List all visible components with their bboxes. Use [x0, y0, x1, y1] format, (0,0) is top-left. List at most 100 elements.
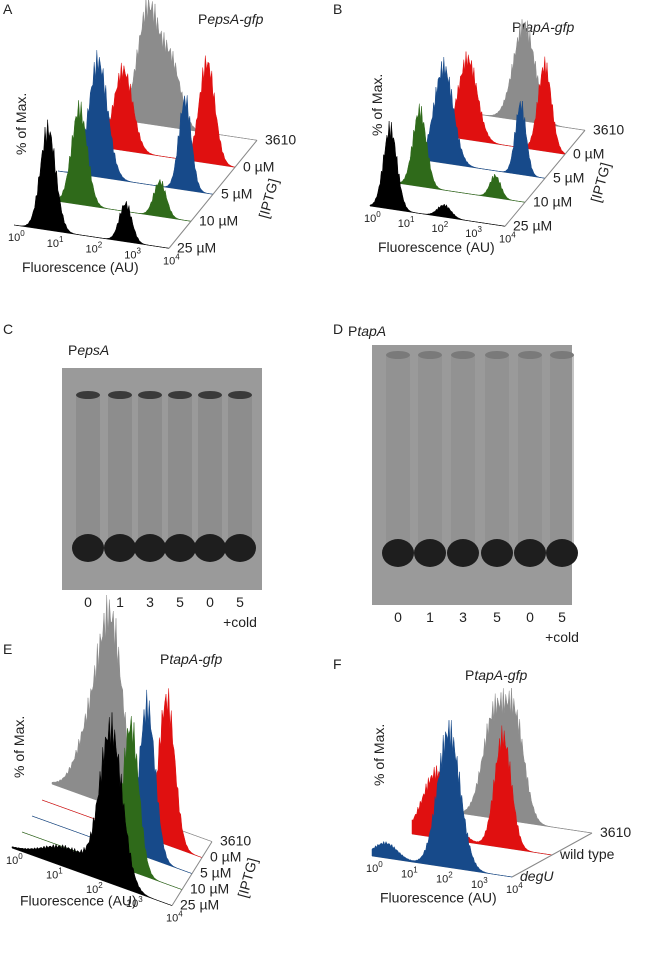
panel-letter: C — [3, 321, 13, 337]
top-band — [138, 391, 162, 399]
smear — [108, 395, 132, 548]
depth-axis — [511, 832, 593, 878]
tick-exp: 4 — [178, 910, 183, 919]
histogram — [451, 688, 593, 834]
x-tick-label: 104 — [166, 910, 183, 925]
panel-title: PtapA-gfp — [160, 651, 222, 667]
smear — [418, 355, 442, 553]
top-band — [228, 391, 252, 399]
x-tick-label: 100 — [364, 210, 381, 225]
lane-label: 5 — [236, 594, 244, 610]
lane-label: 0 — [206, 594, 214, 610]
x-axis-label: Fluorescence (AU) — [20, 892, 137, 908]
title-prefix: P — [198, 11, 207, 27]
bottom-band — [514, 539, 546, 567]
depth-label: degU — [520, 868, 554, 884]
depth-axis — [504, 129, 586, 227]
x-tick-label: 102 — [86, 241, 103, 256]
lane-note: +cold — [545, 629, 579, 645]
histogram — [13, 119, 170, 249]
tick-exp: 2 — [444, 220, 449, 229]
tick-exp: 2 — [98, 241, 103, 250]
smear — [76, 395, 100, 548]
tick-base: 10 — [124, 249, 136, 261]
top-band — [550, 351, 574, 359]
x-tick-label: 103 — [465, 225, 482, 240]
lane-label: 5 — [176, 594, 184, 610]
x-tick-label: 102 — [86, 881, 103, 896]
tick-exp: 1 — [59, 235, 64, 244]
depth-axis — [168, 139, 258, 249]
tick-base: 10 — [166, 913, 178, 925]
tick-base: 10 — [436, 874, 448, 886]
y-axis-label: % of Max. — [13, 93, 29, 155]
top-band — [108, 391, 132, 399]
x-tick-label: 101 — [398, 215, 415, 230]
x-tick-label: 101 — [401, 865, 418, 880]
depth-label: 10 µM — [199, 212, 238, 228]
bottom-band — [104, 534, 136, 562]
top-band — [518, 351, 542, 359]
tick-exp: 0 — [378, 860, 383, 869]
tick-base: 10 — [499, 233, 511, 245]
histogram — [389, 103, 526, 203]
tick-base: 10 — [465, 228, 477, 240]
tick-base: 10 — [86, 244, 98, 256]
tick-exp: 4 — [511, 230, 516, 239]
title-prefix: P — [512, 19, 521, 35]
panel-title: PtapA — [348, 323, 386, 339]
lane-label: 3 — [146, 594, 154, 610]
tick-exp: 4 — [175, 252, 180, 261]
title-italic: epsA-gfp — [207, 11, 263, 27]
histogram — [369, 121, 506, 227]
tick-base: 10 — [126, 898, 138, 910]
lane-label: 1 — [116, 594, 124, 610]
y-axis-label: % of Max. — [369, 74, 385, 136]
depth-label: wild type — [559, 846, 615, 862]
panel-title: PepsA — [68, 342, 109, 358]
x-axis-label: Fluorescence (AU) — [378, 239, 495, 255]
bottom-band — [72, 534, 104, 562]
histogram — [409, 56, 546, 179]
depth-label: 3610 — [593, 121, 624, 137]
tick-exp: 3 — [478, 225, 483, 234]
x-tick-label: 101 — [46, 866, 63, 881]
depth-label: 3610 — [265, 131, 296, 147]
depth-label: 5 µM — [221, 185, 252, 201]
title-prefix: P — [68, 342, 77, 358]
bottom-band — [546, 539, 578, 567]
smear — [198, 395, 222, 548]
x-tick-label: 102 — [432, 220, 449, 235]
top-band — [168, 391, 192, 399]
x-tick-label: 104 — [163, 252, 180, 267]
lane-note: +cold — [223, 614, 257, 630]
panel-title: PtapA-gfp — [512, 19, 574, 35]
lane-label: 0 — [84, 594, 92, 610]
tick-exp: 2 — [98, 881, 103, 890]
panel-letter: A — [3, 1, 13, 17]
smear — [138, 395, 162, 548]
tick-exp: 4 — [518, 881, 523, 890]
x-tick-label: 100 — [366, 860, 383, 875]
tick-base: 10 — [364, 213, 376, 225]
tick-exp: 3 — [483, 876, 488, 885]
depth-label: 25 µM — [177, 239, 216, 255]
depth-title: [IPTG] — [255, 177, 281, 220]
tick-exp: 1 — [58, 866, 63, 875]
x-tick-label: 103 — [126, 895, 143, 910]
depth-label: 25 µM — [513, 217, 552, 233]
tick-base: 10 — [47, 238, 59, 250]
title-prefix: P — [348, 323, 357, 339]
top-band — [451, 351, 475, 359]
depth-label: 10 µM — [190, 881, 229, 897]
tick-exp: 1 — [410, 215, 415, 224]
tick-exp: 1 — [413, 865, 418, 874]
lane-label: 3 — [459, 609, 467, 625]
title-italic: tapA-gfp — [474, 667, 527, 683]
lane-label: 0 — [394, 609, 402, 625]
top-band — [485, 351, 509, 359]
depth-label: 5 µM — [200, 865, 231, 881]
smear — [550, 355, 574, 553]
tick-base: 10 — [8, 232, 20, 244]
bottom-band — [414, 539, 446, 567]
